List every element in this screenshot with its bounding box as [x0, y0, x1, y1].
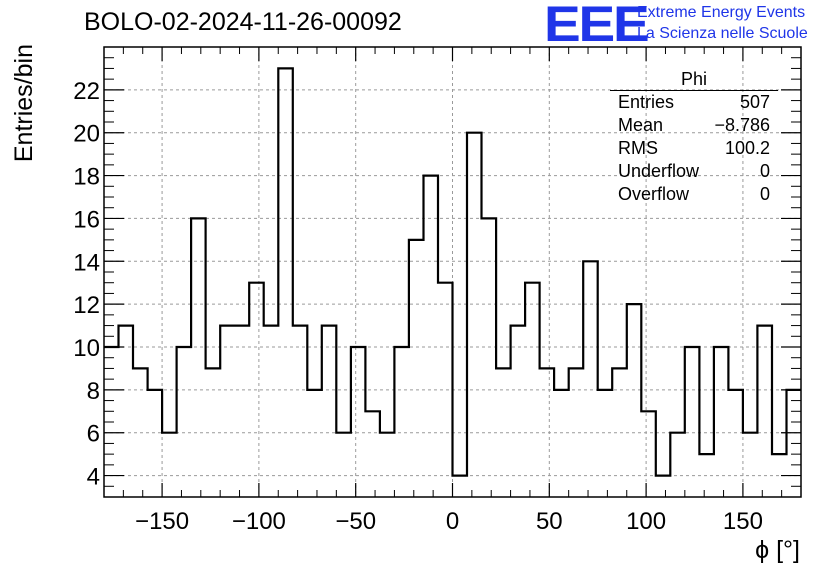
x-tick-label: 0	[446, 508, 459, 535]
x-tick-label: −100	[232, 508, 286, 535]
plot-title: BOLO-02-2024-11-26-00092	[84, 8, 402, 36]
logo-line-2: La Scienza nelle Scuole	[637, 25, 808, 42]
stats-value: 100.2	[724, 138, 770, 158]
stats-value: −8.786	[714, 115, 770, 135]
x-tick-label: 100	[626, 508, 666, 535]
stats-label: Entries	[618, 92, 675, 112]
x-axis-title: ϕ [°]	[755, 536, 800, 564]
axis-ticks	[103, 47, 802, 498]
y-tick-labels: 4 6 8 10 12 14 16 18 20 22	[73, 78, 100, 491]
stats-label: RMS	[618, 138, 658, 158]
y-tick-label: 12	[73, 292, 100, 319]
y-tick-label: 16	[73, 206, 100, 233]
y-tick-label: 14	[73, 249, 100, 276]
x-tick-label: 150	[723, 508, 763, 535]
stats-row: Entries 507	[610, 91, 778, 114]
stats-box: Phi Entries 507 Mean −8.786 RMS 100.2 Under…	[610, 68, 778, 206]
x-tick-label: 50	[536, 508, 563, 535]
y-tick-label: 22	[73, 78, 100, 105]
stats-label: Mean	[618, 115, 664, 135]
x-tick-label: −50	[335, 508, 376, 535]
eee-logo: EEE	[544, 0, 650, 52]
y-tick-label: 4	[87, 464, 100, 491]
y-tick-label: 6	[87, 421, 100, 448]
histogram-series	[104, 67, 801, 477]
stats-title: Phi	[610, 68, 778, 91]
y-tick-label: 10	[73, 335, 100, 362]
stats-label: Overflow	[618, 184, 690, 204]
stats-value: 0	[759, 184, 770, 204]
y-tick-label: 18	[73, 164, 100, 191]
stats-row: Underflow 0	[610, 160, 778, 183]
y-tick-label: 20	[73, 121, 100, 148]
logo-line-1: Extreme Energy Events	[637, 4, 806, 21]
y-tick-label: 8	[87, 378, 100, 405]
stats-row: Overflow 0	[610, 183, 778, 206]
x-tick-label: −150	[135, 508, 189, 535]
stats-value: 507	[739, 92, 770, 112]
x-tick-labels: −150 −100 −50 0 50 100 150	[135, 508, 763, 535]
stats-label: Underflow	[618, 161, 700, 181]
stats-row: RMS 100.2	[610, 137, 778, 160]
stats-value: 0	[759, 161, 770, 181]
y-axis-title: Entries/bin	[10, 44, 38, 162]
stats-row: Mean −8.786	[610, 114, 778, 137]
